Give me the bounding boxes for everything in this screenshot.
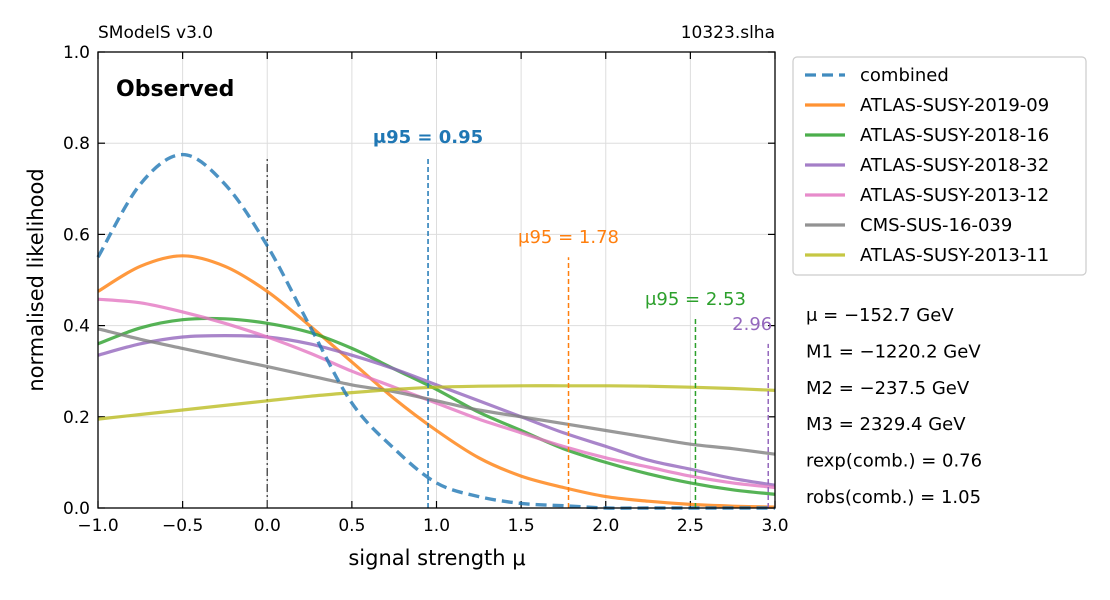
series-line-cms-sus-16-039 (97, 327, 776, 456)
series-line-atlas-susy-2019-09 (97, 254, 776, 509)
x-tick-label: 1.5 (508, 516, 535, 536)
series-line-combined (96, 152, 775, 510)
parameter-info: μ = −152.7 GeV M1 = −1220.2 GeV M2 = −237.… (806, 305, 982, 508)
legend-label: ATLAS-SUSY-2013-12 (860, 185, 1049, 206)
tick-labels: −1.0 −0.5 0.0 0.5 1.0 1.5 2.0 2.5 3.0 0.0 0.2 0.4 0.… (63, 43, 789, 536)
legend-label: ATLAS-SUSY-2013-11 (860, 245, 1049, 266)
legend: combined ATLAS-SUSY-2019-09 ATLAS-SUSY-201… (792, 56, 1087, 276)
x-tick-label: 3.0 (761, 516, 788, 536)
mu95-markers: μ95 = 0.95 μ95 = 1.78 μ95 = 2.53 2.96 (373, 127, 772, 508)
legend-label: ATLAS-SUSY-2018-32 (860, 155, 1049, 176)
top-right-label: 10323.slha (681, 23, 775, 43)
y-axis-label: normalised likelihood (24, 168, 48, 391)
info-line: robs(comb.) = 1.05 (806, 487, 981, 508)
x-tick-label: 2.0 (592, 516, 619, 536)
info-line: μ = −152.7 GeV (806, 305, 954, 326)
y-tick-label: 0.6 (63, 225, 90, 245)
info-line: rexp(comb.) = 0.76 (806, 451, 982, 472)
info-line: M1 = −1220.2 GeV (806, 341, 981, 362)
plot-frame (97, 51, 776, 509)
mu95-label: 2.96 (732, 314, 772, 335)
x-tick-label: 0.5 (338, 516, 365, 536)
top-left-label: SModelS v3.0 (98, 23, 213, 43)
x-tick-label: 2.5 (677, 516, 704, 536)
legend-box (792, 56, 1087, 276)
info-line: M3 = 2329.4 GeV (806, 414, 966, 435)
panel-label: Observed (116, 77, 234, 102)
x-tick-label: −0.5 (162, 516, 203, 536)
x-tick-label: 0.0 (254, 516, 281, 536)
x-axis-label: signal strength μ (348, 546, 525, 570)
legend-label: CMS-SUS-16-039 (860, 215, 1012, 236)
info-line: M2 = −237.5 GeV (806, 378, 970, 399)
x-tick-label: −1.0 (77, 516, 118, 536)
series-line-atlas-susy-2013-11 (97, 384, 776, 421)
series-line-atlas-susy-2013-12 (97, 297, 776, 490)
mu95-label: μ95 = 0.95 (373, 127, 483, 148)
x-tick-label: 1.0 (423, 516, 450, 536)
mu95-label: μ95 = 2.53 (645, 289, 746, 310)
legend-label: ATLAS-SUSY-2018-16 (860, 125, 1049, 146)
y-tick-label: 1.0 (63, 43, 90, 63)
y-tick-label: 0.0 (63, 499, 90, 519)
y-tick-label: 0.4 (63, 317, 90, 337)
series-lines (96, 152, 776, 510)
series-line-atlas-susy-2018-32 (97, 334, 776, 487)
y-tick-label: 0.2 (63, 408, 90, 428)
y-tick-label: 0.8 (63, 134, 90, 154)
mu95-label: μ95 = 1.78 (518, 227, 619, 248)
legend-label: ATLAS-SUSY-2019-09 (860, 95, 1049, 116)
legend-label: combined (860, 65, 949, 86)
